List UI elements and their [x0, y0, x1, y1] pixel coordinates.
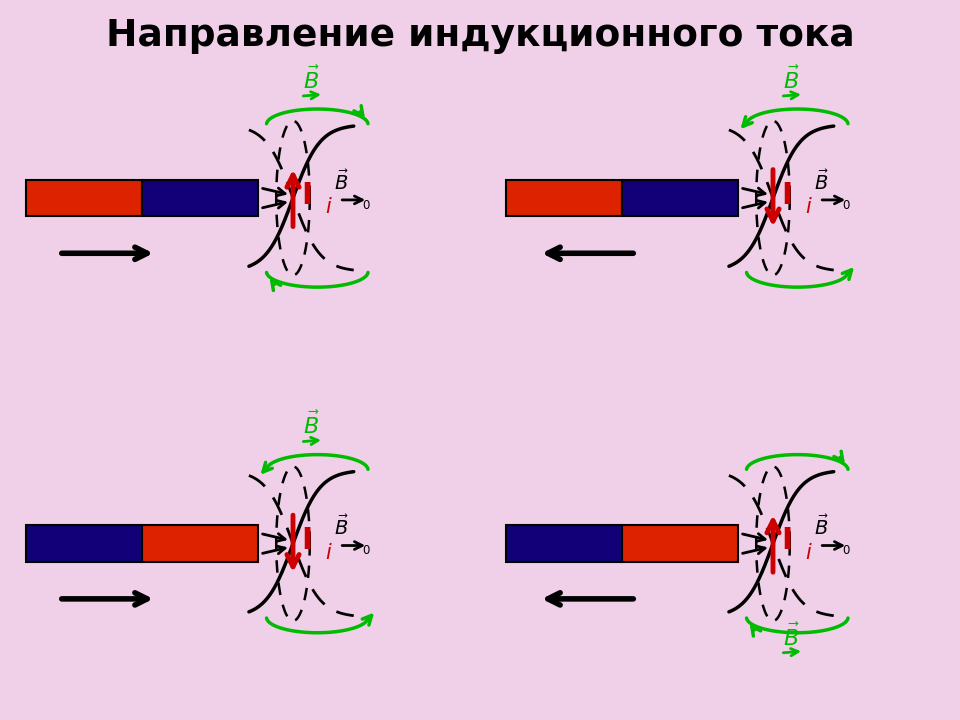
Text: $\vec{B}$: $\vec{B}$ — [303, 66, 320, 93]
Text: $i$: $i$ — [324, 543, 332, 563]
Text: $\vec{B}$: $\vec{B}$ — [814, 515, 829, 539]
Text: $\mathbf{I}$: $\mathbf{I}$ — [300, 526, 311, 555]
Text: $_0$: $_0$ — [362, 194, 372, 212]
Bar — [142, 526, 257, 562]
Text: $\mathbf{I}$: $\mathbf{I}$ — [780, 181, 791, 210]
Text: $_0$: $_0$ — [362, 539, 372, 557]
Bar — [142, 180, 257, 217]
Text: $\mathbf{I}$: $\mathbf{I}$ — [780, 526, 791, 555]
Text: $\vec{B}$: $\vec{B}$ — [783, 622, 800, 649]
Text: $i$: $i$ — [324, 197, 332, 217]
Text: $\vec{B}$: $\vec{B}$ — [334, 169, 349, 194]
Bar — [26, 180, 142, 217]
Bar — [622, 180, 737, 217]
Text: $_0$: $_0$ — [842, 194, 852, 212]
Bar — [506, 526, 622, 562]
Text: $\mathbf{I}$: $\mathbf{I}$ — [300, 181, 311, 210]
Text: $\vec{B}$: $\vec{B}$ — [783, 66, 800, 93]
Text: $\vec{B}$: $\vec{B}$ — [303, 411, 320, 438]
Text: $_0$: $_0$ — [842, 539, 852, 557]
Text: Направление индукционного тока: Направление индукционного тока — [106, 18, 854, 54]
Text: $\vec{B}$: $\vec{B}$ — [814, 169, 829, 194]
Text: $i$: $i$ — [804, 197, 812, 217]
Bar — [622, 526, 737, 562]
Bar — [26, 526, 142, 562]
Bar — [506, 180, 622, 217]
Text: $i$: $i$ — [804, 543, 812, 563]
Text: $\vec{B}$: $\vec{B}$ — [334, 515, 349, 539]
